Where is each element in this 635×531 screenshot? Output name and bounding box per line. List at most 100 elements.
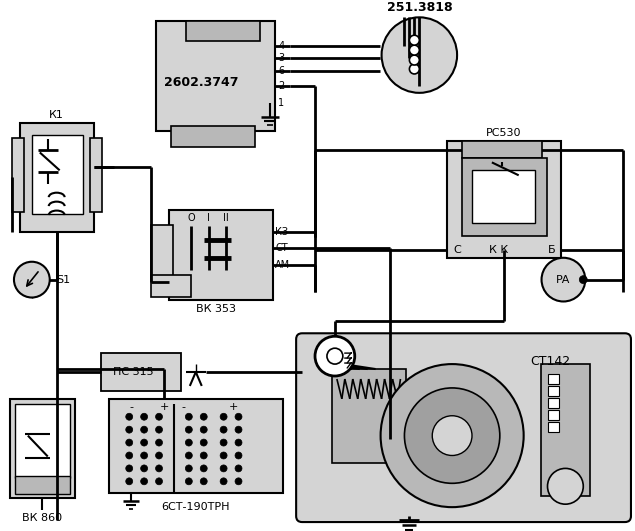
Circle shape	[235, 452, 242, 459]
Circle shape	[126, 452, 133, 459]
Circle shape	[140, 452, 147, 459]
Circle shape	[380, 364, 524, 507]
Circle shape	[185, 439, 192, 446]
Circle shape	[140, 439, 147, 446]
Bar	[547, 374, 559, 384]
Circle shape	[140, 426, 147, 433]
Circle shape	[185, 478, 192, 485]
Text: ВК 860: ВК 860	[22, 513, 62, 523]
Text: К1: К1	[50, 110, 64, 119]
FancyBboxPatch shape	[296, 333, 631, 522]
Circle shape	[140, 478, 147, 485]
Bar	[151, 225, 173, 280]
Text: 2602.3747: 2602.3747	[163, 76, 238, 89]
Bar	[12, 138, 24, 212]
Circle shape	[220, 478, 227, 485]
Circle shape	[126, 465, 133, 472]
Text: +: +	[159, 402, 169, 412]
Bar	[156, 21, 276, 131]
Circle shape	[126, 478, 133, 485]
Bar	[102, 353, 181, 391]
Circle shape	[220, 452, 227, 459]
Circle shape	[410, 64, 419, 74]
Circle shape	[185, 426, 192, 433]
Circle shape	[156, 439, 163, 446]
Text: ВК 353: ВК 353	[196, 304, 236, 314]
Circle shape	[126, 426, 133, 433]
Bar	[547, 422, 559, 432]
Text: 2: 2	[278, 81, 284, 91]
Text: -: -	[182, 402, 186, 412]
Bar	[109, 399, 283, 493]
Text: СТ: СТ	[276, 243, 288, 253]
Circle shape	[410, 35, 419, 45]
Text: О: О	[187, 213, 195, 223]
Circle shape	[185, 465, 192, 472]
Text: II: II	[223, 213, 229, 223]
Bar	[169, 210, 273, 299]
Circle shape	[185, 452, 192, 459]
Circle shape	[410, 45, 419, 55]
Text: 1: 1	[278, 98, 284, 108]
Circle shape	[156, 413, 163, 420]
Text: 3: 3	[278, 53, 284, 63]
Bar	[332, 369, 406, 464]
Text: РС530: РС530	[486, 127, 521, 138]
Bar	[20, 123, 95, 232]
Text: 4: 4	[278, 41, 284, 51]
Bar	[15, 404, 70, 478]
Bar	[462, 158, 547, 236]
Text: 251.3818: 251.3818	[387, 1, 452, 14]
Circle shape	[542, 258, 585, 302]
Circle shape	[327, 348, 343, 364]
Circle shape	[156, 452, 163, 459]
Circle shape	[235, 426, 242, 433]
Text: С: С	[453, 245, 461, 255]
Bar	[540, 364, 590, 496]
Text: К К: К К	[489, 245, 509, 255]
Bar	[547, 410, 559, 419]
Bar	[186, 21, 260, 41]
Circle shape	[200, 465, 207, 472]
Text: ПС 315: ПС 315	[113, 367, 154, 377]
Bar	[447, 141, 561, 258]
Bar	[10, 399, 74, 498]
Circle shape	[220, 439, 227, 446]
Circle shape	[200, 426, 207, 433]
Circle shape	[126, 439, 133, 446]
Circle shape	[432, 416, 472, 456]
Circle shape	[14, 262, 50, 297]
Bar	[90, 138, 102, 212]
Bar	[547, 386, 559, 396]
Bar	[151, 275, 191, 296]
Circle shape	[156, 478, 163, 485]
Text: Б: Б	[547, 245, 555, 255]
Circle shape	[579, 276, 587, 284]
Text: 6СТ-190ТРН: 6СТ-190ТРН	[161, 502, 230, 512]
Text: СТ142: СТ142	[530, 355, 571, 367]
Bar	[171, 126, 255, 148]
Bar	[472, 170, 535, 223]
Text: +: +	[229, 402, 238, 412]
Text: S1: S1	[57, 275, 71, 285]
Circle shape	[410, 55, 419, 65]
Circle shape	[140, 465, 147, 472]
Text: I: I	[207, 213, 210, 223]
Circle shape	[547, 468, 584, 504]
Circle shape	[126, 413, 133, 420]
Circle shape	[220, 465, 227, 472]
Circle shape	[220, 413, 227, 420]
Text: КЗ: КЗ	[276, 227, 288, 237]
Circle shape	[235, 439, 242, 446]
Circle shape	[382, 18, 457, 93]
Bar	[462, 141, 542, 158]
Bar	[32, 134, 83, 214]
Circle shape	[404, 388, 500, 483]
Circle shape	[235, 478, 242, 485]
Circle shape	[315, 336, 355, 376]
Circle shape	[185, 413, 192, 420]
Circle shape	[200, 439, 207, 446]
Circle shape	[156, 426, 163, 433]
Text: АМ: АМ	[276, 260, 290, 270]
Circle shape	[235, 465, 242, 472]
